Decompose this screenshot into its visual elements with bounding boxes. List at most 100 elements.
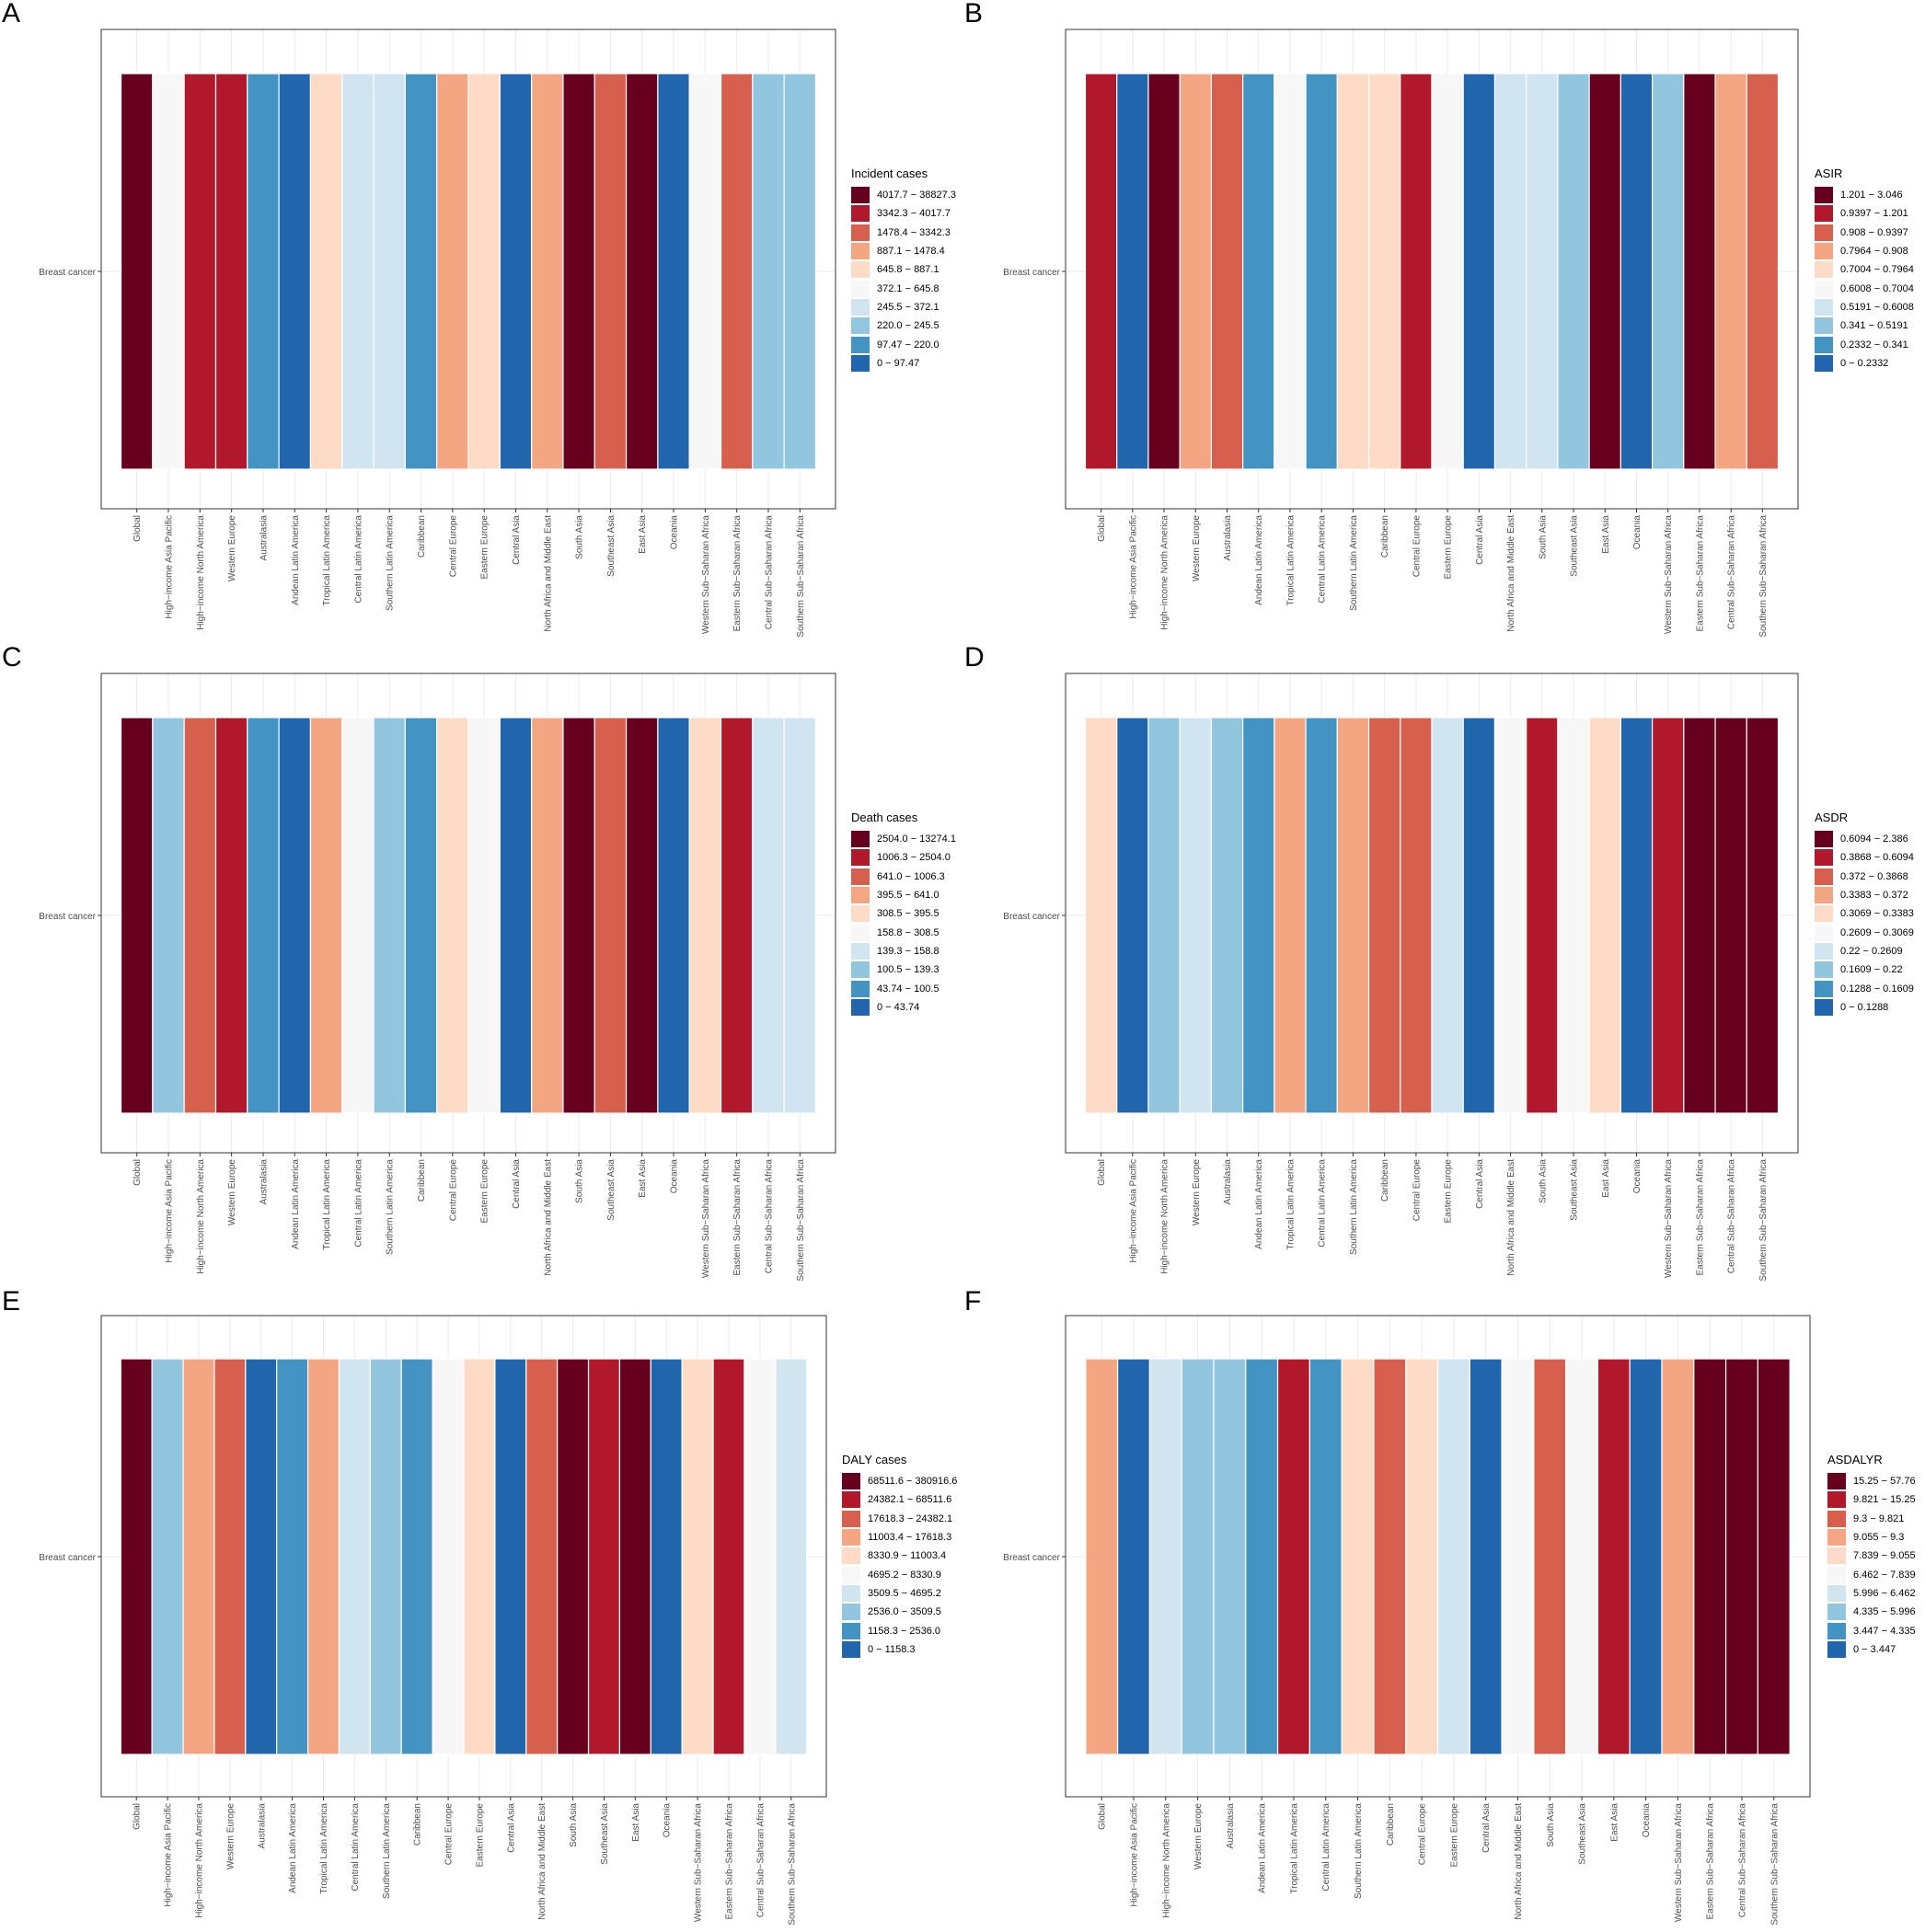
x-tick-label-b: High−income Asia Pacific <box>1128 515 1138 619</box>
x-tick-label-d: Southern Latin America <box>1349 1159 1359 1255</box>
legend-swatch-f <box>1827 1566 1846 1583</box>
legend-label-e: 1158.3 − 2536.0 <box>868 1625 941 1637</box>
tile-c <box>183 717 217 1114</box>
x-tick-label-a: Southern Latin America <box>386 515 396 611</box>
x-tick-label-b: Caribbean <box>1380 515 1390 558</box>
legend-label-a: 220.0 − 245.5 <box>877 320 939 332</box>
x-tick-label-d: Central Latin America <box>1318 1159 1328 1248</box>
panel-letter-d: D <box>964 642 985 673</box>
panel-letter-b: B <box>964 0 984 29</box>
y-tick-label-a: Breast cancer <box>39 268 96 278</box>
x-tick-label-a: Global <box>133 515 143 542</box>
tile-c <box>247 717 280 1114</box>
x-tick-label-a: Central Asia <box>512 515 522 565</box>
tile-b <box>1274 73 1307 470</box>
legend-swatch-a <box>851 298 870 316</box>
legend-swatch-e <box>842 1584 860 1602</box>
legend-swatch-d <box>1815 942 1833 960</box>
heatmap-d-svg: Breast cancer Global High−income Asia Paci… <box>1003 673 1799 1282</box>
tile-a <box>183 73 217 470</box>
tile-c <box>657 717 690 1114</box>
tile-d <box>1746 717 1780 1114</box>
legend-item-d: 0.3868 − 0.6094 <box>1815 848 1914 867</box>
x-tick-label-c: Caribbean <box>417 1159 427 1202</box>
tile-c <box>720 717 754 1114</box>
tile-f <box>1117 1358 1151 1755</box>
legend-title-d: ASDR <box>1815 811 1849 824</box>
legend-swatch-e <box>842 1510 860 1527</box>
tile-f <box>1596 1358 1631 1755</box>
x-tick-label-e: Western Europe <box>225 1803 236 1870</box>
tile-c <box>467 717 501 1114</box>
legend-swatch-d <box>1815 980 1833 997</box>
legend-items-f: 15.25 − 57.76 9.821 − 15.25 9.3 − 9.821 9.0… <box>1827 1472 1916 1659</box>
legend-swatch-a <box>851 336 870 353</box>
legend-label-a: 372.1 − 645.8 <box>877 282 939 294</box>
legend-label-b: 0 − 0.2332 <box>1840 357 1889 369</box>
tile-a <box>752 73 785 470</box>
legend-label-a: 645.8 − 887.1 <box>877 264 939 276</box>
legend-label-f: 9.3 − 9.821 <box>1853 1512 1905 1524</box>
legend-item-d: 0.3069 − 0.3383 <box>1815 904 1914 923</box>
legend-label-e: 0 − 1158.3 <box>868 1643 916 1655</box>
tile-e <box>400 1358 433 1755</box>
x-tick-label-e: Central Europe <box>444 1803 455 1866</box>
x-tick-label-a: Central Latin America <box>353 515 363 604</box>
x-tick-label-c: Central Latin America <box>353 1159 363 1248</box>
legend-swatch-e <box>842 1547 860 1565</box>
legend-item-a: 645.8 − 887.1 <box>851 260 956 279</box>
tile-f <box>1501 1358 1535 1755</box>
legend-swatch-d <box>1815 905 1833 923</box>
x-tick-label-d: Southeast Asia <box>1570 1159 1580 1221</box>
tile-e <box>618 1358 651 1755</box>
legend-item-f: 7.839 − 9.055 <box>1827 1547 1916 1565</box>
tile-d <box>1210 717 1244 1114</box>
x-tick-label-e: High−income North America <box>194 1803 204 1918</box>
tile-d <box>1526 717 1559 1114</box>
x-tick-label-b: Central Sub−Saharan Africa <box>1727 515 1737 630</box>
tile-b <box>1084 73 1118 470</box>
legend-label-e: 24382.1 − 68511.6 <box>868 1494 952 1506</box>
legend-label-e: 2536.0 − 3509.5 <box>868 1606 941 1618</box>
legend-swatch-a <box>851 243 870 260</box>
tile-d <box>1400 717 1433 1114</box>
legend-label-a: 0 − 97.47 <box>877 357 920 369</box>
tile-d <box>1274 717 1307 1114</box>
y-tick-label-f: Breast cancer <box>1003 1553 1060 1563</box>
legend-label-d: 0.3383 − 0.372 <box>1840 890 1908 902</box>
x-tick-label-f: Southern Latin America <box>1354 1803 1364 1899</box>
tile-f <box>1181 1358 1215 1755</box>
legend-swatch-d <box>1815 849 1833 867</box>
legend-swatch-c <box>851 961 870 979</box>
legend-item-a: 372.1 − 645.8 <box>851 279 956 297</box>
legend-label-c: 2504.0 − 13274.1 <box>877 834 956 845</box>
legend-swatch-b <box>1815 243 1833 260</box>
legend-label-a: 4017.7 − 38827.3 <box>877 190 956 201</box>
tile-e <box>743 1358 777 1755</box>
x-tick-label-c: Australasia <box>259 1159 269 1205</box>
x-tick-label-c: Tropical Latin America <box>322 1159 332 1250</box>
legend-label-c: 158.8 − 308.5 <box>877 926 939 938</box>
tile-d <box>1305 717 1338 1114</box>
tile-e <box>650 1358 683 1755</box>
tile-b <box>1588 73 1621 470</box>
panel-letter-c: C <box>2 642 22 673</box>
plot-border-d <box>1065 673 1799 1154</box>
tile-d <box>1242 717 1275 1114</box>
x-tick-label-d: High−income North America <box>1160 1159 1170 1274</box>
legend-swatch-c <box>851 868 870 885</box>
legend-label-e: 68511.6 − 380916.6 <box>868 1476 958 1488</box>
tile-b <box>1462 73 1496 470</box>
x-tick-label-c: Andean Latin America <box>291 1159 301 1249</box>
legend-title-b: ASIR <box>1815 167 1843 180</box>
tile-c <box>278 717 312 1114</box>
y-tick-label-b: Breast cancer <box>1003 268 1060 278</box>
x-tick-label-e: Caribbean <box>413 1803 423 1846</box>
tile-e <box>463 1358 496 1755</box>
tile-b <box>1493 73 1527 470</box>
x-tick-label-c: Western Europe <box>227 1159 237 1226</box>
legend-label-b: 1.201 − 3.046 <box>1840 190 1903 201</box>
legend-swatch-b <box>1815 298 1833 316</box>
tile-f <box>1085 1358 1119 1755</box>
x-tick-label-f: Central Asia <box>1481 1803 1492 1853</box>
